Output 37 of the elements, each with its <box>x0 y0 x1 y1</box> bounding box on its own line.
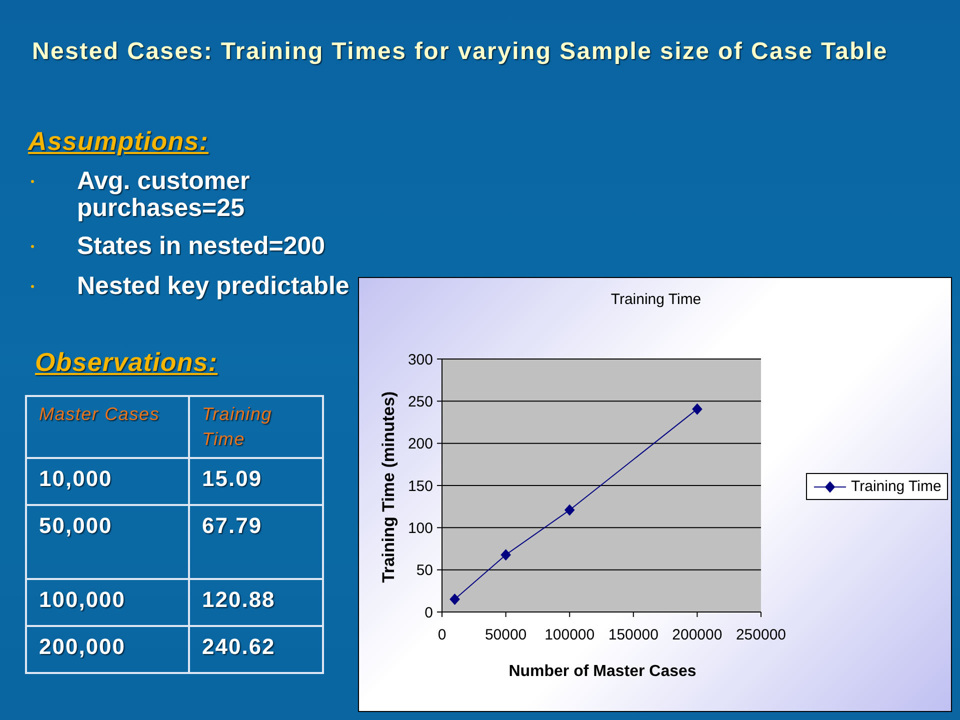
chart-title: Training Time <box>610 291 702 308</box>
data-label: 240.62 <box>189 626 323 673</box>
point <box>692 404 702 415</box>
x-tick-label: 0 <box>438 626 446 644</box>
y-tick-label: 200 <box>408 436 433 453</box>
text: States in nested=200 <box>77 232 326 260</box>
x-tick-label: 250000 <box>736 626 786 644</box>
x-axis-title: Number of Master Cases <box>508 663 698 681</box>
text: Nested Cases: Training Times for varying Sample size of Case Table <box>32 38 888 66</box>
y-tick-label: 50 <box>416 562 433 580</box>
x-tick-label: 200000 <box>672 626 722 644</box>
y-tick-label: 0 <box>424 604 433 622</box>
text: Observations: <box>35 347 218 378</box>
text: Training Time <box>189 396 323 458</box>
x-tick-label: 150000 <box>608 626 658 644</box>
point <box>500 549 511 560</box>
data-label: 67.79 <box>189 505 323 579</box>
text: Master Cases <box>26 396 189 458</box>
category-label: 100,000 <box>26 579 189 626</box>
y-tick-label: 150 <box>408 478 433 495</box>
category-label: 10,000 <box>26 458 189 505</box>
x-tick-label: 100000 <box>544 626 595 644</box>
text: Nested key predictable <box>77 272 350 300</box>
point <box>564 504 575 516</box>
y-axis-title: Training Time (minutes) <box>379 390 399 585</box>
y-tick-label: 250 <box>408 393 433 410</box>
data-label: 15.09 <box>189 458 323 505</box>
x-tick-label: 50000 <box>484 626 527 644</box>
y-tick-label: 100 <box>408 520 433 537</box>
category-label: 50,000 <box>26 505 189 579</box>
data-label: 120.88 <box>189 579 323 626</box>
text: Assumptions: <box>28 126 209 157</box>
text: Avg. customer purchases=25 <box>77 167 251 222</box>
category-label: 200,000 <box>26 626 189 673</box>
point <box>450 594 460 605</box>
legend-label: Training Time <box>851 478 942 495</box>
y-tick-label: 300 <box>408 351 433 368</box>
